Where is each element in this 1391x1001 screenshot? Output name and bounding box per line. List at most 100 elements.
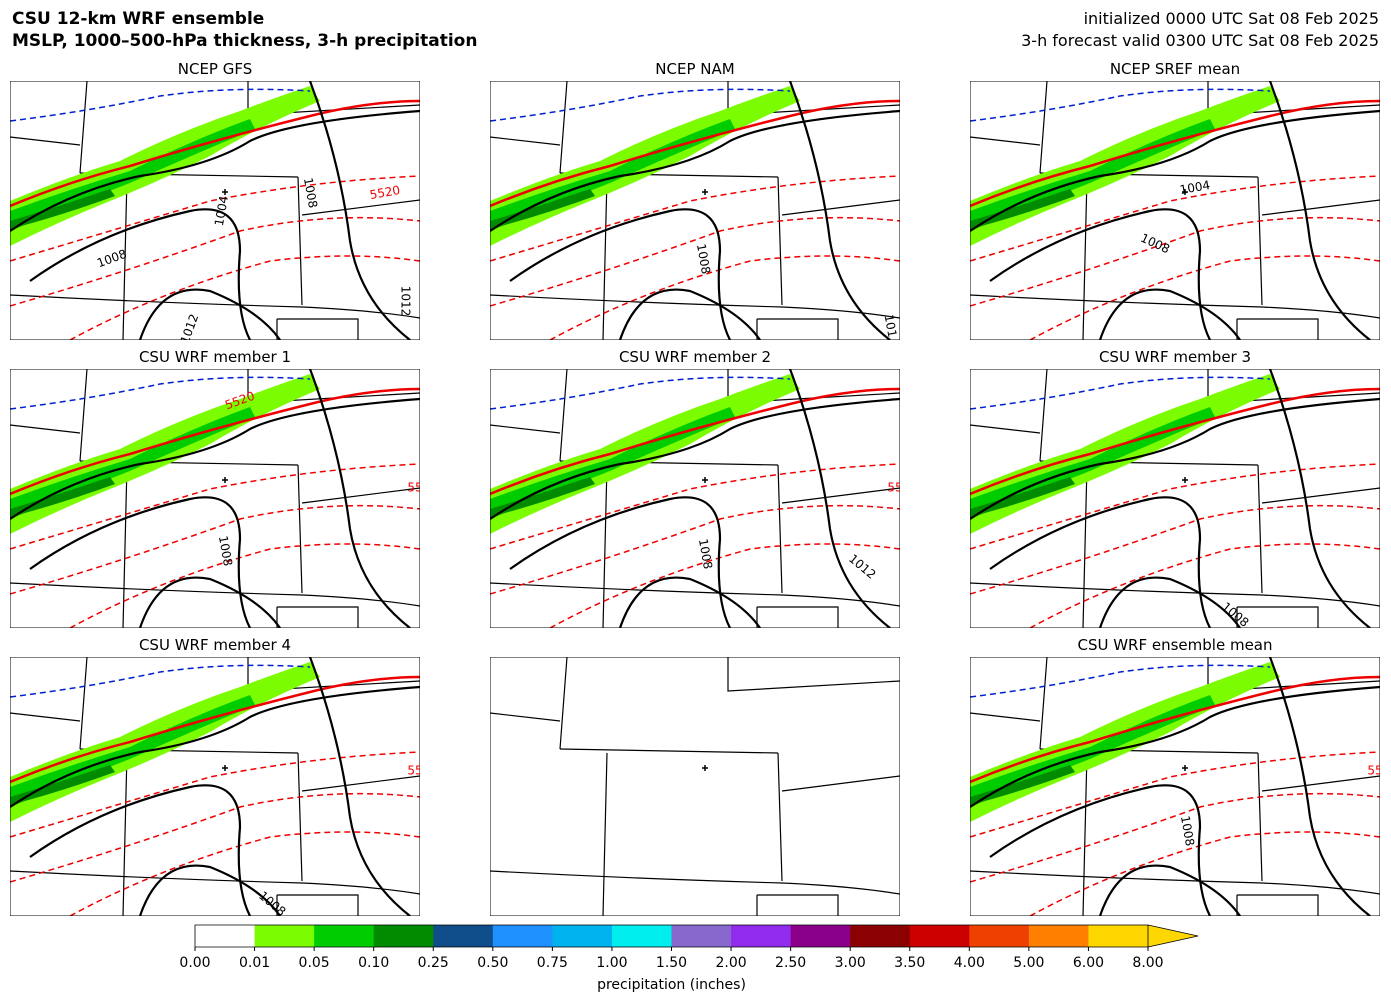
colorbar-segment — [731, 925, 792, 947]
thickness-contour — [10, 751, 420, 838]
isobar — [29, 784, 251, 916]
isobar — [29, 496, 251, 628]
city-marker — [702, 765, 708, 771]
info-line: initialized 0000 UTC Sat 08 Feb 2025 — [1084, 9, 1379, 28]
colorbar-segment — [195, 925, 256, 947]
state-border — [970, 424, 1041, 434]
colorbar-tick-label: 0.25 — [418, 955, 449, 971]
map-panel: 55 1008 CSU WRF member 4 — [10, 636, 420, 916]
state-border — [1237, 318, 1319, 340]
isobar — [138, 288, 281, 340]
state-border — [10, 424, 81, 434]
map-panel — [490, 657, 900, 916]
panel-title: CSU WRF member 2 — [619, 348, 771, 366]
thickness-contour — [1029, 543, 1380, 628]
precip-area — [970, 189, 1075, 229]
thickness-contour — [490, 463, 900, 550]
precip-area — [970, 765, 1075, 805]
thickness-5400 — [10, 99, 420, 208]
isobar — [308, 369, 411, 628]
thickness-contour — [490, 376, 791, 410]
state-border — [559, 81, 568, 174]
isobar — [1098, 288, 1241, 340]
isobar — [1268, 369, 1371, 628]
contour-label: 1012 — [178, 312, 202, 345]
state-border — [301, 487, 420, 504]
map-panel: 1008 101 NCEP NAM — [490, 60, 900, 340]
colorbar-segment — [373, 925, 434, 947]
state-border — [970, 870, 1380, 895]
thickness-contour — [10, 664, 311, 698]
map-panel: 1008 CSU WRF member 3 — [970, 348, 1380, 629]
contour-label: 55 — [887, 481, 902, 495]
state-border — [757, 318, 839, 340]
state-border — [122, 752, 128, 916]
colorbar-tick-label: 0.10 — [358, 955, 389, 971]
thickness-contour — [490, 504, 900, 595]
map-content: 55 1008 — [10, 657, 420, 916]
contour-label: 55 — [407, 481, 422, 495]
thickness-contour — [970, 751, 1380, 838]
thickness-contour — [970, 175, 1380, 262]
contour-label: 1004 — [1179, 178, 1212, 197]
map-panel: 55 1008 CSU WRF ensemble mean — [970, 636, 1382, 916]
isobar — [989, 784, 1211, 916]
state-border — [301, 775, 420, 792]
state-border — [1082, 464, 1088, 628]
contour-label: 1008 — [1219, 599, 1251, 629]
map-content: 1008 — [970, 369, 1380, 629]
thickness-5400 — [490, 387, 900, 496]
colorbar-tick-label: 3.00 — [835, 955, 866, 971]
precip-area — [10, 477, 115, 517]
colorbar-tick-label: 6.00 — [1073, 955, 1104, 971]
city-marker — [1182, 477, 1188, 483]
thickness-contour — [10, 792, 420, 883]
state-border — [781, 775, 900, 792]
state-border — [970, 136, 1041, 146]
state-border — [277, 318, 359, 340]
isobar — [788, 369, 891, 628]
state-border — [1257, 752, 1263, 882]
isobar — [788, 81, 891, 340]
thickness-contour — [970, 664, 1271, 698]
thickness-contour — [490, 216, 900, 307]
contour-label: 1012 — [399, 286, 413, 317]
contour-label: 1008 — [95, 247, 128, 271]
contour-label: 1008 — [694, 243, 713, 276]
colorbar-tick-label: 2.50 — [775, 955, 806, 971]
thickness-5400 — [970, 99, 1380, 208]
map-panel: 1004 1008 NCEP SREF mean — [970, 60, 1380, 340]
thickness-contour — [490, 175, 900, 262]
colorbar-segment — [850, 925, 911, 947]
state-border — [559, 748, 779, 754]
colorbar-tick-label: 1.50 — [656, 955, 687, 971]
state-border — [277, 894, 359, 916]
state-border — [1039, 369, 1048, 462]
state-border — [490, 424, 561, 434]
state-border — [602, 464, 608, 628]
state-border — [757, 606, 839, 628]
colorbar-tick-label: 0.75 — [537, 955, 568, 971]
state-border — [490, 136, 561, 146]
colorbar-tick-label: 0.00 — [179, 955, 210, 971]
thickness-contour — [970, 88, 1271, 122]
state-border — [490, 712, 561, 722]
isobar — [509, 496, 731, 628]
state-border — [297, 752, 303, 882]
colorbar-segment — [969, 925, 1030, 947]
contour-label: 1004 — [212, 195, 231, 228]
colorbar-tick-label: 4.00 — [954, 955, 985, 971]
map-content: 1008 101 — [490, 81, 900, 340]
isobar — [308, 657, 411, 916]
state-border — [10, 136, 81, 146]
precip-area — [10, 189, 115, 229]
contour-label: 55 — [1367, 764, 1382, 778]
colorbar-segment — [1088, 925, 1149, 947]
thickness-contour — [970, 463, 1380, 550]
map-content: 1004 1008 — [970, 81, 1380, 340]
city-marker — [702, 189, 708, 195]
thickness-contour — [490, 88, 791, 122]
